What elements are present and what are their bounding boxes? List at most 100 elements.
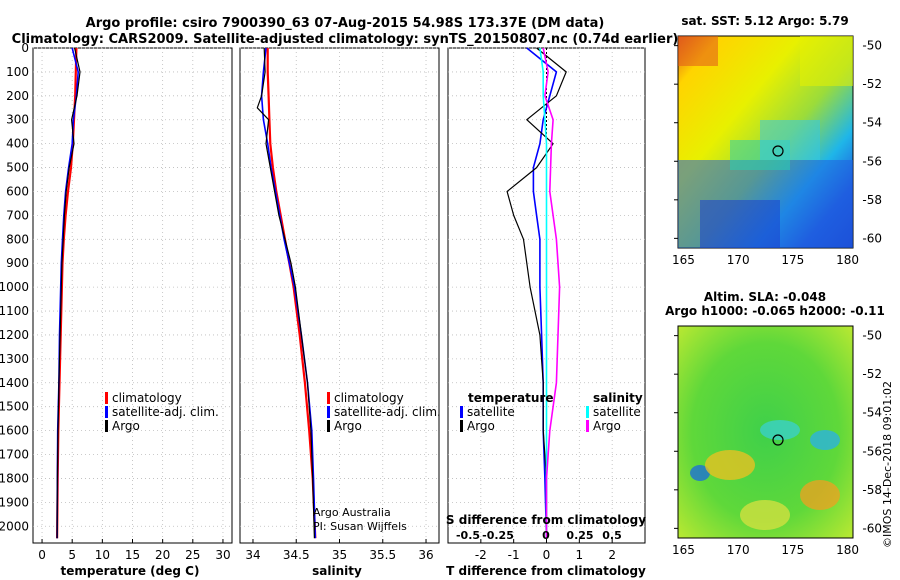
series-line-salinity-argo [542, 47, 561, 539]
footer-credit: ©IMOS 14-Dec-2018 09:01:02 [881, 381, 894, 548]
sst-map-title: sat. SST: 5.12 Argo: 5.79 [681, 14, 848, 28]
legend-label-sal-argo: Argo [593, 419, 621, 433]
temperature-panel: 0100200300400500600700800900100011001200… [0, 41, 233, 578]
legend-label-temp-satellite: satellite [467, 405, 515, 419]
legend-salinity-header: salinity [593, 391, 643, 405]
sst-patch [800, 36, 853, 86]
sst-patch [760, 120, 820, 160]
salinity-tick-labels: 34 34.5 35 35.5 36 [245, 539, 434, 562]
legend-swatch-satellite [105, 406, 108, 418]
series-line-salinity-satellite [539, 47, 548, 539]
salinity-legend: climatology satellite-adj. clim. Argo [327, 391, 441, 433]
altimetry-map-subtitle: Argo h1000: -0.065 h2000: -0.11 [665, 304, 885, 318]
map-y-tick-label: -50 [862, 39, 882, 53]
map-x-tick-label: 180 [836, 253, 859, 267]
temperature-tick-labels: 0 5 10 15 20 25 30 [38, 539, 231, 562]
salinity-xlabel: salinity [312, 564, 362, 578]
depth-tick-label: 0 [21, 41, 29, 55]
salinity-panel: 34 34.5 35 35.5 36 salinity climatology sate… [239, 47, 441, 578]
altimetry-patch [810, 430, 840, 450]
altimetry-map-title: Altim. SLA: -0.048 [704, 290, 826, 304]
x-tick-label: 2 [608, 548, 616, 562]
temperature-series [56, 47, 81, 539]
x-tick-label: 34.5 [283, 548, 310, 562]
legend-swatch-climatology [105, 392, 108, 404]
altimetry-patch [800, 480, 840, 510]
depth-tick-label: 1600 [0, 424, 29, 438]
top-tick-label: -0.25 [482, 529, 514, 542]
sst-map: sat. SST: 5.12 Argo: 5.79 165 170 175 180 -… [672, 14, 882, 267]
x-tick-label: 0 [38, 548, 46, 562]
map-y-tick-label: -54 [862, 116, 882, 130]
difference-tick-labels: -2 -1 0 1 2 [475, 539, 616, 562]
legend-label-sal-satellite: satellite [593, 405, 641, 419]
x-tick-label: 5 [68, 548, 76, 562]
depth-tick-label: 1900 [0, 495, 29, 509]
depth-tick-label: 1100 [0, 304, 29, 318]
top-tick-label: 0 [542, 529, 550, 542]
map-x-tick-label: 175 [781, 543, 804, 557]
series-line-argo [56, 47, 81, 539]
map-y-tick-label: -58 [862, 483, 882, 497]
legend-label-satellite: satellite-adj. clim. [112, 405, 219, 419]
top-tick-label: 0.25 [566, 529, 593, 542]
depth-tick-label: 800 [6, 232, 29, 246]
altimetry-map: Altim. SLA: -0.048 Argo h1000: -0.065 h2… [665, 290, 885, 557]
legend-label-satellite: satellite-adj. clim. [334, 405, 441, 419]
map-y-tick-label: -52 [862, 367, 882, 381]
depth-tick-label: 1400 [0, 376, 29, 390]
series-line-climatology [266, 48, 317, 539]
x-tick-label: 30 [215, 548, 230, 562]
altimetry-patch [740, 500, 790, 530]
legend-label-climatology: climatology [112, 391, 182, 405]
map-y-tick-label: -60 [862, 521, 882, 535]
series-line-temperature-argo [506, 47, 567, 539]
difference-top-xlabel: S difference from climatology [446, 513, 646, 527]
altimetry-patch [690, 465, 710, 481]
depth-tick-label: 200 [6, 89, 29, 103]
title-line-1: Argo profile: csiro 7900390_63 07-Aug-20… [86, 16, 605, 31]
legend-label-argo: Argo [334, 419, 362, 433]
x-tick-label: 20 [155, 548, 170, 562]
altimetry-y-tick-labels: -50 -52 -54 -56 -58 -60 [674, 329, 882, 535]
top-tick-label: -0.5 [456, 529, 480, 542]
depth-tick-label: 400 [6, 137, 29, 151]
legend-swatch-satellite [327, 406, 330, 418]
legend-label-climatology: climatology [334, 391, 404, 405]
map-y-tick-label: -54 [862, 406, 882, 420]
sst-x-tick-labels: 165 170 175 180 [672, 253, 859, 267]
depth-tick-label: 900 [6, 256, 29, 270]
x-tick-label: -2 [475, 548, 487, 562]
temperature-xlabel: temperature (deg C) [61, 564, 200, 578]
difference-panel: -2 -1 0 1 2 T difference from climatology S … [446, 47, 646, 578]
temperature-grid [33, 47, 232, 543]
difference-xlabel: T difference from climatology [446, 564, 646, 578]
x-tick-label: 1 [576, 548, 584, 562]
x-tick-label: 15 [125, 548, 140, 562]
sst-y-tick-labels: -50 -52 -54 -56 -58 -60 [674, 39, 882, 245]
map-x-tick-label: 180 [836, 543, 859, 557]
annotation-line-2: PI: Susan Wijffels [313, 520, 407, 533]
map-y-tick-label: -56 [862, 444, 882, 458]
annotation-line-1: Argo Australia [313, 506, 391, 519]
legend-temperature-header: temperature [468, 391, 553, 405]
x-tick-label: -1 [508, 548, 520, 562]
map-y-tick-label: -56 [862, 154, 882, 168]
sst-patch [700, 200, 780, 248]
depth-tick-label: 300 [6, 113, 29, 127]
sst-patch [678, 36, 718, 66]
map-x-tick-label: 175 [781, 253, 804, 267]
depth-tick-label: 1700 [0, 448, 29, 462]
altimetry-patch [760, 420, 800, 440]
legend-swatch-argo [327, 420, 330, 432]
difference-top-tick-labels: -0.5 -0.25 0 0.25 0.5 [456, 529, 622, 542]
map-y-tick-label: -60 [862, 231, 882, 245]
depth-tick-label: 1300 [0, 352, 29, 366]
legend-swatch-sal-argo [586, 420, 589, 432]
depth-tick-label: 600 [6, 184, 29, 198]
legend-swatch-climatology [327, 392, 330, 404]
depth-tick-label: 2000 [0, 519, 29, 533]
legend-swatch-temp-argo [460, 420, 463, 432]
x-tick-label: 35.5 [369, 548, 396, 562]
depth-tick-label: 1500 [0, 400, 29, 414]
